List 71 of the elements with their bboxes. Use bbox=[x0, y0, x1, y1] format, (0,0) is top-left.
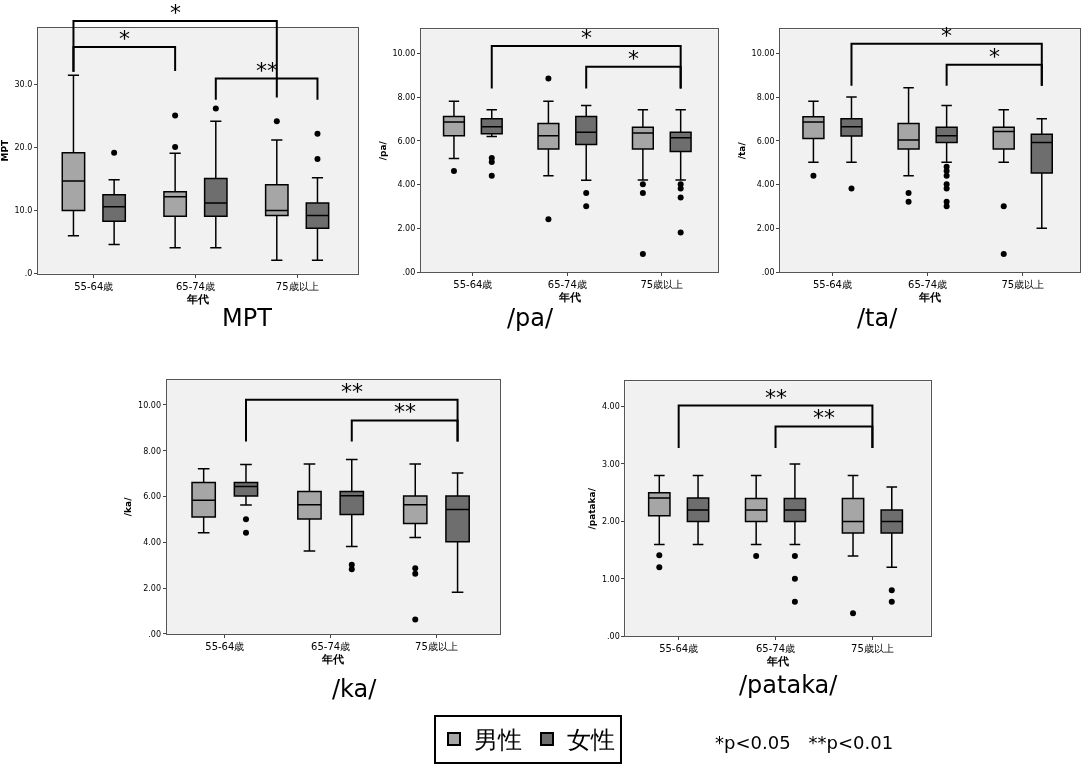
text: * bbox=[170, 0, 181, 25]
annotation: ** bbox=[394, 399, 416, 424]
x-tick-label: 75歳以上 bbox=[275, 280, 319, 292]
x-tick-label: 65-74歳 bbox=[175, 280, 215, 292]
text: /pa/ bbox=[507, 304, 555, 332]
y-axis-title: /ta/ bbox=[736, 141, 747, 160]
x-tick-label: 75歳以上 bbox=[415, 640, 458, 652]
text: MPT bbox=[222, 304, 273, 332]
y-tick-label: 10.0 bbox=[14, 206, 33, 216]
y-tick-label: 3.00 bbox=[601, 459, 620, 469]
y-tick-label: 2.00 bbox=[601, 517, 620, 527]
y-tick-label: 8.00 bbox=[756, 93, 775, 102]
x-tick-label: 65-74歳 bbox=[908, 279, 948, 291]
y-tick-label: 10.00 bbox=[392, 49, 416, 59]
annotation: ** bbox=[341, 379, 363, 404]
y-tick-label: 30.0 bbox=[14, 80, 33, 90]
y-tick-label: 8.00 bbox=[143, 446, 162, 456]
x-axis-title: 年代 bbox=[186, 292, 210, 306]
annotation: * bbox=[989, 44, 1000, 69]
x-tick-label: 55-64歳 bbox=[812, 279, 852, 291]
x-tick-label: 55-64歳 bbox=[659, 643, 699, 655]
y-tick-label: 4.00 bbox=[143, 538, 162, 548]
y-tick-label: 2.00 bbox=[397, 224, 416, 234]
y-tick-label: 8.00 bbox=[397, 93, 416, 102]
annotation: * bbox=[628, 46, 639, 71]
x-axis-title: 年代 bbox=[557, 291, 581, 305]
y-tick-label: .00 bbox=[761, 267, 775, 277]
x-tick-label: 65-74歳 bbox=[756, 643, 796, 655]
x-tick-label: 65-74歳 bbox=[547, 279, 587, 291]
x-tick-label: 75歳以上 bbox=[851, 643, 894, 655]
y-tick-label: .00 bbox=[607, 632, 620, 642]
x-tick-label: 55-64歳 bbox=[205, 640, 245, 652]
y-tick-label: 6.00 bbox=[756, 136, 775, 146]
y-tick-label: 4.00 bbox=[756, 180, 775, 190]
annotation: * bbox=[581, 25, 592, 50]
x-axis-title: 年代 bbox=[765, 655, 789, 669]
y-axis-title: /pa/ bbox=[377, 140, 388, 161]
y-axis-title: /ka/ bbox=[123, 496, 134, 517]
x-tick-label: 65-74歳 bbox=[311, 640, 351, 652]
x-axis-title: 年代 bbox=[917, 291, 941, 305]
legend-label: 女性 bbox=[567, 726, 616, 755]
y-axis-title: MPT bbox=[0, 139, 10, 162]
text: /ka/ bbox=[332, 675, 378, 703]
y-tick-label: 10.00 bbox=[751, 49, 775, 59]
y-tick-label: .00 bbox=[402, 267, 416, 277]
y-tick-label: .00 bbox=[148, 629, 162, 639]
y-tick-label: 4.00 bbox=[397, 180, 416, 190]
text: /pataka/ bbox=[739, 671, 839, 699]
y-tick-label: 2.00 bbox=[143, 583, 162, 593]
x-axis-title: 年代 bbox=[321, 653, 345, 667]
y-tick-label: 10.00 bbox=[138, 400, 162, 410]
x-tick-label: 75歳以上 bbox=[640, 279, 684, 291]
y-tick-label: 6.00 bbox=[143, 492, 162, 502]
y-tick-label: 1.00 bbox=[601, 574, 620, 584]
y-tick-label: 20.0 bbox=[14, 143, 33, 153]
annotation: ** bbox=[813, 405, 835, 430]
x-tick-label: 75歳以上 bbox=[1001, 279, 1045, 291]
y-tick-label: 6.00 bbox=[397, 136, 416, 146]
annotation: * bbox=[119, 26, 130, 51]
x-tick-label: 55-64歳 bbox=[74, 280, 114, 292]
y-tick-label: 2.00 bbox=[756, 224, 775, 234]
y-tick-label: .0 bbox=[24, 269, 33, 279]
annotation: * bbox=[941, 23, 952, 48]
legend-label: 男性 bbox=[474, 726, 523, 755]
x-tick-label: 55-64歳 bbox=[453, 279, 493, 291]
annotation: ** bbox=[765, 385, 787, 410]
annotation: ** bbox=[256, 58, 278, 83]
y-tick-label: 4.00 bbox=[601, 402, 620, 412]
text: *p<0.05 **p<0.01 bbox=[715, 732, 894, 753]
text: /ta/ bbox=[857, 304, 899, 332]
y-axis-title: /pataka/ bbox=[587, 487, 598, 530]
